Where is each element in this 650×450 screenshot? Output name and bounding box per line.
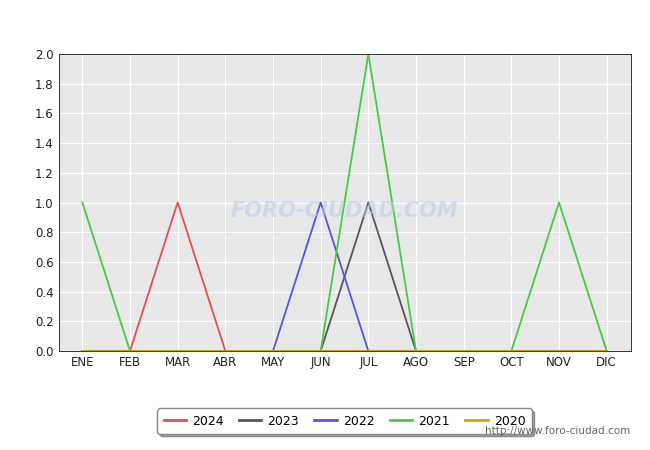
Text: Matriculaciones de Vehiculos en Pueblica de Valverde: Matriculaciones de Vehiculos en Pueblica… [110, 15, 540, 30]
Text: FORO-CIUDAD.COM: FORO-CIUDAD.COM [231, 202, 458, 221]
Legend: 2024, 2023, 2022, 2021, 2020: 2024, 2023, 2022, 2021, 2020 [157, 408, 532, 434]
Text: http://www.foro-ciudad.com: http://www.foro-ciudad.com [486, 427, 630, 436]
